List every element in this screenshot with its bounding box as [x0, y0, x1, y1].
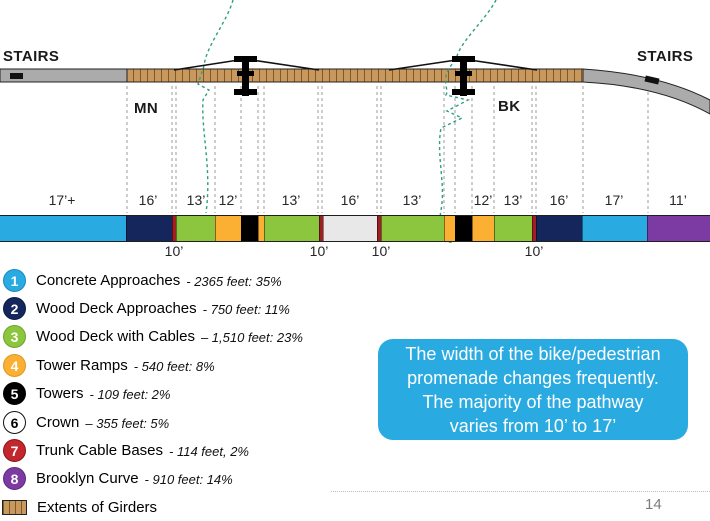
legend-label: Tower Ramps [36, 356, 128, 374]
legend-detail: - 910 feet: 14% [144, 472, 233, 488]
legend-number-badge: 6 [3, 410, 26, 434]
callout-line: The width of the bike/pedestrian [405, 343, 661, 364]
legend-label: Extents of Girders [37, 498, 158, 516]
bar-segment-trunk_cable_base [377, 216, 381, 241]
bar-segment-tower_ramp [215, 216, 241, 241]
stairs-right-label: STAIRS [637, 48, 694, 65]
width-label-bottom: 10’ [371, 243, 391, 259]
width-label-bottom: 10’ [164, 243, 184, 259]
callout-line: promenade changes frequently. [407, 367, 659, 388]
legend-number-badge: 2 [3, 297, 26, 321]
legend-item-5: 5 Towers - 109 feet: 2% [3, 380, 383, 408]
cables-bk-tower [388, 58, 538, 71]
manhattan-stairs-marker [10, 73, 23, 79]
stairs-left-label: STAIRS [3, 48, 60, 65]
legend-label: Towers [36, 385, 84, 403]
callout-line: The majority of the pathway [422, 391, 644, 412]
width-label-top: 12’ [218, 192, 238, 208]
legend-label: Trunk Cable Bases [36, 442, 164, 460]
legend-item-3: 3 Wood Deck with Cables – 1,510 feet: 23% [3, 323, 383, 351]
legend-item-8: 8 Brooklyn Curve - 910 feet: 14% [3, 465, 383, 493]
width-label-bottom: 10’ [524, 243, 544, 259]
wood-deck-bar [126, 68, 584, 83]
bar-segment-concrete [582, 216, 647, 241]
width-profile-bar [0, 215, 710, 242]
brooklyn-curve-approach [582, 68, 710, 115]
width-label-top: 17’+ [48, 192, 76, 208]
legend-item-1: 1 Concrete Approaches - 2365 feet: 35% [3, 266, 383, 294]
bar-segment-wood_deck [536, 216, 582, 241]
bar-segment-wood_deck_cables [176, 216, 215, 241]
legend-detail: – 355 feet: 5% [85, 415, 170, 431]
page-number: 14 [645, 496, 662, 513]
legend-number-badge: 3 [3, 325, 26, 349]
legend-label: Crown [36, 413, 80, 431]
legend-detail: - 750 feet: 11% [202, 302, 290, 318]
width-label-top: 16’ [138, 192, 158, 208]
width-label-top: 13’ [186, 192, 206, 208]
legend-detail: - 540 feet: 8% [133, 358, 215, 374]
callout-line: varies from 10’ to 17’ [449, 415, 617, 436]
legend-label: Wood Deck Approaches [36, 300, 197, 318]
footer-divider [331, 491, 710, 492]
bar-segment-tower [455, 216, 472, 241]
bar-segment-tower_ramp [444, 216, 455, 241]
bk-tower [452, 56, 475, 96]
legend-number-badge: 5 [3, 382, 26, 406]
bar-segment-trunk_cable_base [319, 216, 323, 241]
width-label-top: 16’ [549, 192, 569, 208]
brooklyn-stairs-marker [644, 75, 660, 85]
bar-segment-wood_deck [126, 216, 172, 241]
width-label-top: 17’ [604, 192, 624, 208]
manhattan-label: MN [134, 100, 159, 117]
bar-segment-tower_ramp [258, 216, 264, 241]
legend-number-badge: 1 [3, 268, 26, 292]
bar-segment-brooklyn_curve [647, 216, 710, 241]
legend-item-girders: Extents of Girders [2, 493, 383, 521]
alignment-line-mn [197, 0, 234, 214]
width-label-top: 13’ [503, 192, 523, 208]
legend-number-badge: 8 [3, 467, 26, 491]
bar-segment-crown [323, 216, 377, 241]
brooklyn-label: BK [498, 98, 521, 115]
legend-number-badge: 7 [3, 439, 26, 463]
cables-mn-tower [173, 58, 320, 71]
legend-label: Concrete Approaches [36, 271, 181, 289]
bar-segment-concrete [0, 216, 126, 241]
width-label-top: 11’ [669, 192, 687, 208]
bar-segment-tower_ramp [472, 216, 494, 241]
legend-detail: - 109 feet: 2% [89, 387, 171, 403]
legend-label: Wood Deck with Cables [36, 328, 195, 346]
girders-swatch-icon [2, 499, 27, 515]
bar-segment-tower [241, 216, 258, 241]
bridge-elevation-drawing [0, 0, 710, 243]
bar-segment-wood_deck_cables [264, 216, 319, 241]
callout-box: The width of the bike/pedestrian promena… [378, 339, 688, 440]
legend-detail: – 1,510 feet: 23% [200, 330, 303, 346]
width-labels-top: 17’+ 16’ 13’ 12’ 13’ 16’ 13’ 12’ 13’ 16’ 17’ 11’ [0, 192, 710, 210]
legend-item-2: 2 Wood Deck Approaches - 750 feet: 11% [3, 294, 383, 322]
legend-item-4: 4 Tower Ramps - 540 feet: 8% [3, 351, 383, 379]
bar-segment-wood_deck_cables [381, 216, 444, 241]
bar-segment-wood_deck_cables [494, 216, 532, 241]
legend: 1 Concrete Approaches - 2365 feet: 35% 2 Woo… [2, 266, 383, 521]
width-label-bottom: 10’ [309, 243, 329, 259]
bar-segment-trunk_cable_base [532, 216, 536, 241]
legend-item-7: 7 Trunk Cable Bases - 114 feet, 2% [3, 436, 383, 464]
legend-detail: - 114 feet, 2% [169, 444, 249, 460]
width-label-top: 13’ [281, 192, 301, 208]
mn-tower [234, 56, 257, 96]
width-label-top: 12’ [473, 192, 493, 208]
legend-item-6: 6 Crown – 355 feet: 5% [3, 408, 383, 436]
width-label-top: 13’ [402, 192, 422, 208]
legend-detail: - 2365 feet: 35% [186, 273, 282, 289]
legend-number-badge: 4 [3, 353, 26, 377]
width-labels-bottom: 10’ 10’ 10’ 10’ [0, 243, 710, 261]
bar-segment-trunk_cable_base [172, 216, 176, 241]
legend-label: Brooklyn Curve [36, 470, 139, 488]
width-label-top: 16’ [340, 192, 360, 208]
